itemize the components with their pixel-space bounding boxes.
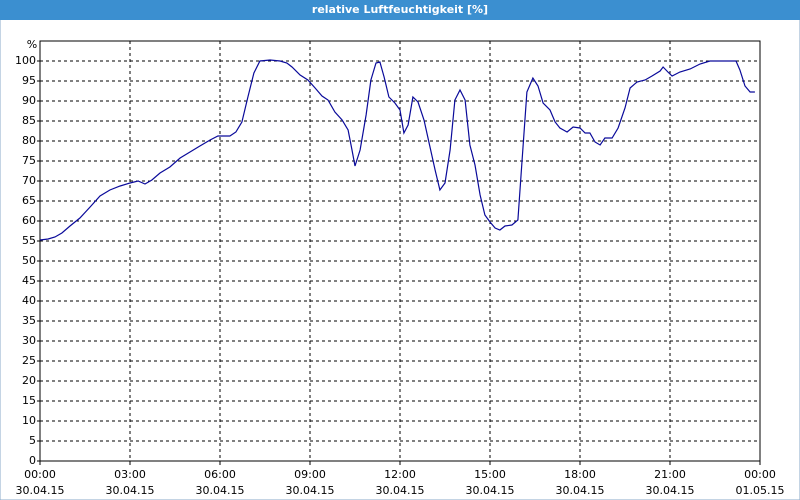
x-tick-label: 21:00 — [654, 468, 686, 481]
x-tick-date: 30.04.15 — [106, 484, 155, 497]
y-tick-label: 70 — [22, 174, 36, 187]
y-tick-label: 55 — [22, 234, 36, 247]
y-tick-label: 30 — [22, 334, 36, 347]
y-tick-label: 5 — [29, 434, 36, 447]
x-tick-label: 18:00 — [564, 468, 596, 481]
y-tick-label: 20 — [22, 374, 36, 387]
y-tick-label: 95 — [22, 74, 36, 87]
y-tick-label: 35 — [22, 314, 36, 327]
y-axis-label: % — [27, 38, 37, 51]
chart-title: relative Luftfeuchtigkeit [%] — [312, 3, 488, 16]
x-tick-date: 30.04.15 — [556, 484, 605, 497]
y-tick-label: 100 — [15, 54, 36, 67]
y-tick-label: 90 — [22, 94, 36, 107]
data-line — [39, 59, 755, 241]
y-tick-label: 50 — [22, 254, 36, 267]
x-tick-date: 30.04.15 — [196, 484, 245, 497]
y-tick-label: 60 — [22, 214, 36, 227]
title-bar — [0, 0, 800, 20]
x-tick-label: 03:00 — [114, 468, 146, 481]
x-tick-date: 30.04.15 — [16, 484, 65, 497]
x-tick-date: 01.05.15 — [736, 484, 785, 497]
y-tick-label: 80 — [22, 134, 36, 147]
x-tick-label: 00:00 — [24, 468, 56, 481]
x-tick-date: 30.04.15 — [466, 484, 515, 497]
y-tick-label: 0 — [29, 454, 36, 467]
x-tick-date: 30.04.15 — [646, 484, 695, 497]
y-tick-label: 10 — [22, 414, 36, 427]
y-tick-label: 45 — [22, 274, 36, 287]
x-tick-label: 09:00 — [294, 468, 326, 481]
y-tick-label: 40 — [22, 294, 36, 307]
y-tick-label: 15 — [22, 394, 36, 407]
x-tick-label: 12:00 — [384, 468, 416, 481]
x-tick-date: 30.04.15 — [376, 484, 425, 497]
x-tick-label: 00:00 — [744, 468, 776, 481]
x-tick-date: 30.04.15 — [286, 484, 335, 497]
y-tick-label: 85 — [22, 114, 36, 127]
x-tick-label: 15:00 — [474, 468, 506, 481]
y-tick-label: 25 — [22, 354, 36, 367]
x-tick-label: 06:00 — [204, 468, 236, 481]
y-tick-label: 75 — [22, 154, 36, 167]
y-tick-label: 65 — [22, 194, 36, 207]
